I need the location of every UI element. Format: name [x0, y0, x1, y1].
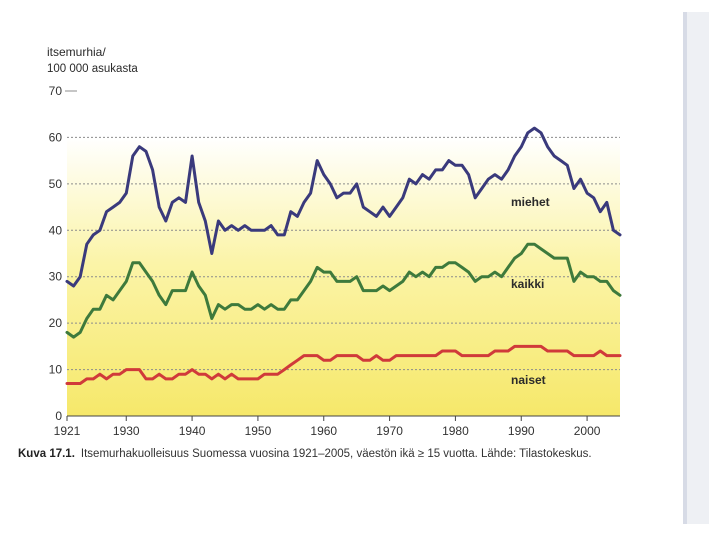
series-label-naiset: naiset	[511, 373, 546, 387]
series-line-miehet	[65, 126, 622, 288]
y-tick-label: 30	[49, 270, 63, 284]
y-axis-label-line1: itsemurhia/	[47, 45, 106, 59]
page-edge-shadow	[687, 12, 709, 524]
x-tick-label: 1950	[245, 424, 272, 438]
series-label-kaikki: kaikki	[511, 277, 544, 291]
y-tick-label: 60	[49, 130, 63, 144]
caption-prefix: Kuva 17.1.	[18, 448, 75, 460]
y-tick-label: 20	[49, 316, 63, 330]
y-tick-label: 0	[55, 409, 62, 423]
series-lines	[65, 126, 622, 385]
y-tick-label: 50	[49, 177, 63, 191]
page-edge	[683, 12, 687, 524]
figure-caption: Kuva 17.1. Itsemurhakuolleisuus Suomessa …	[18, 446, 668, 463]
series-label-miehet: miehet	[511, 195, 550, 209]
line-chart: 0 10 20 30 40 50 60 70 1921 1930 1940 1950 1960 1970…	[49, 84, 622, 438]
gridlines	[65, 90, 620, 417]
x-tick-label: 2000	[574, 424, 601, 438]
y-tick-label: 10	[49, 363, 63, 377]
x-tick-label: 1980	[442, 424, 469, 438]
y-tick-label: 40	[49, 223, 63, 237]
x-tick-label: 1930	[113, 424, 140, 438]
x-tick-label: 1970	[376, 424, 403, 438]
series-line-naiset	[65, 344, 622, 385]
series-line-kaikki	[65, 242, 622, 339]
y-axis-label-line2: 100 000 asukasta	[47, 63, 138, 75]
x-tick-label: 1960	[310, 424, 337, 438]
series-labels: miehet kaikki naiset	[511, 195, 550, 387]
x-tick-label: 1990	[508, 424, 535, 438]
x-tick-label: 1940	[179, 424, 206, 438]
y-tick-labels: 0 10 20 30 40 50 60 70	[49, 84, 63, 423]
caption-text: Itsemurhakuolleisuus Suomessa vuosina 19…	[80, 448, 592, 460]
x-tick-label: 1921	[54, 424, 81, 438]
y-tick-label: 70	[49, 84, 63, 98]
x-tick-labels: 1921 1930 1940 1950 1960 1970 1980 1990 2000	[54, 416, 601, 438]
